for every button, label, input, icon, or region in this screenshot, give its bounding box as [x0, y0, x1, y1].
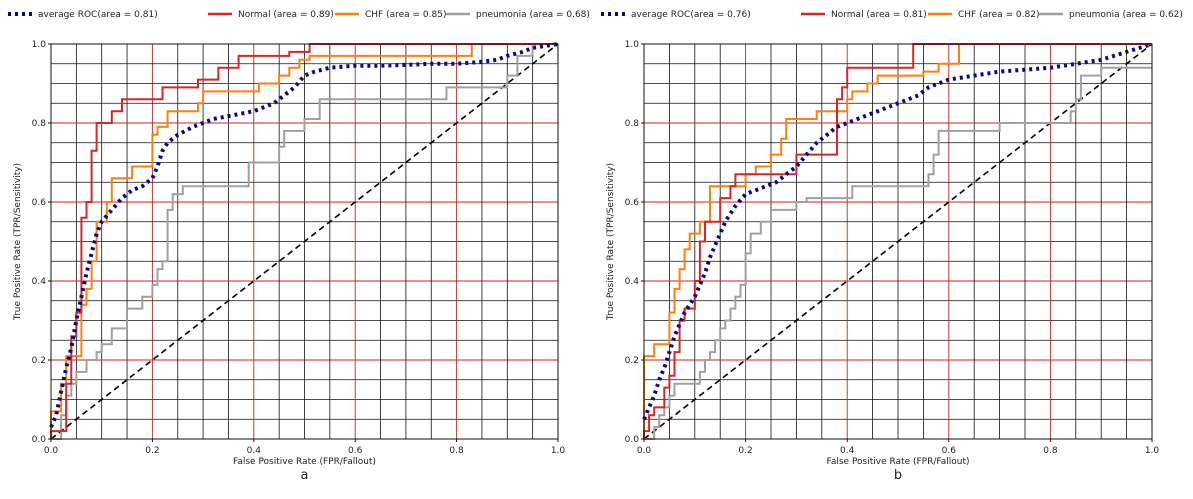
- series-line-chance: [643, 43, 1153, 440]
- y-tick-label: 0.0: [625, 435, 640, 445]
- x-tick-label: 1.0: [1145, 446, 1160, 456]
- panel-label: b: [894, 468, 902, 483]
- x-tick-label: 0.2: [738, 446, 752, 456]
- y-tick-label: 0.8: [32, 119, 47, 129]
- x-tick-label: 1.0: [551, 446, 566, 456]
- x-tick-label: 0.8: [1043, 446, 1058, 456]
- y-tick-label: 1.0: [32, 40, 47, 50]
- x-tick-label: 0.6: [942, 446, 957, 456]
- series-line-average: [49, 42, 559, 428]
- y-tick-label: 0.2: [32, 356, 46, 366]
- y-tick-label: 0.8: [625, 119, 640, 129]
- axes-frame: [50, 43, 559, 440]
- x-axis-label: False Positive Rate (FPR/Fallout): [233, 457, 376, 467]
- legend-entry: Normal (area = 0.81): [831, 10, 927, 20]
- x-tick-label: 0.6: [348, 446, 363, 456]
- y-tick-label: 0.4: [625, 277, 640, 287]
- y-tick-label: 0.2: [625, 356, 639, 366]
- series-line-chf: [643, 43, 1152, 439]
- y-tick-label: 0.0: [32, 435, 47, 445]
- x-tick-label: 0.0: [44, 446, 59, 456]
- x-tick-label: 0.8: [449, 446, 464, 456]
- y-axis-label: True Positive Rate (TPR/Sensitivity): [606, 163, 616, 321]
- legend-entry: Normal (area = 0.89): [238, 10, 334, 20]
- series-line-chance: [50, 43, 559, 440]
- y-tick-label: 0.6: [625, 198, 640, 208]
- y-tick-label: 0.4: [32, 277, 47, 287]
- series-group: [49, 42, 559, 440]
- y-tick-label: 0.6: [32, 198, 47, 208]
- legend-entry: pneumonia (area = 0.62): [1069, 10, 1183, 20]
- y-axis-label: True Positive Rate (TPR/Sensitivity): [13, 163, 23, 321]
- x-tick-label: 0.4: [247, 446, 262, 456]
- series-line-pneumonia: [644, 66, 1152, 440]
- legend-entry: average ROC(area = 0.81): [38, 10, 158, 20]
- legend: average ROC(area = 0.81) Normal (area = 0…: [8, 10, 590, 20]
- legend-entry: CHF (area = 0.82): [958, 10, 1039, 20]
- legend-entry: pneumonia (area = 0.68): [476, 10, 590, 20]
- series-line-normal: [643, 43, 1152, 439]
- x-tick-label: 0.4: [840, 446, 855, 456]
- x-tick-label: 0.2: [145, 446, 159, 456]
- roc-panel-b: 0.0 0.2 0.4 0.6 0.8 1.0 0.0 0.2 0.4 0.6 0.8 1.0 Fals…: [601, 10, 1183, 483]
- axes-frame: [643, 43, 1153, 440]
- series-line-normal: [50, 43, 558, 439]
- x-tick-label: 0.0: [637, 446, 652, 456]
- roc-panel-a: 0.0 0.2 0.4 0.6 0.8 1.0 0.0 0.2 0.4 0.6 0.8 1.0 Fals…: [8, 10, 590, 483]
- legend: average ROC(area = 0.76) Normal (area = 0…: [601, 10, 1183, 20]
- legend-entry: CHF (area = 0.85): [365, 10, 446, 20]
- x-axis-label: False Positive Rate (FPR/Fallout): [826, 457, 969, 467]
- legend-entry: average ROC(area = 0.76): [631, 10, 751, 20]
- panel-label: a: [301, 468, 309, 483]
- series-line-pneumonia: [51, 43, 558, 440]
- series-group: [642, 42, 1153, 440]
- y-tick-label: 1.0: [625, 40, 640, 50]
